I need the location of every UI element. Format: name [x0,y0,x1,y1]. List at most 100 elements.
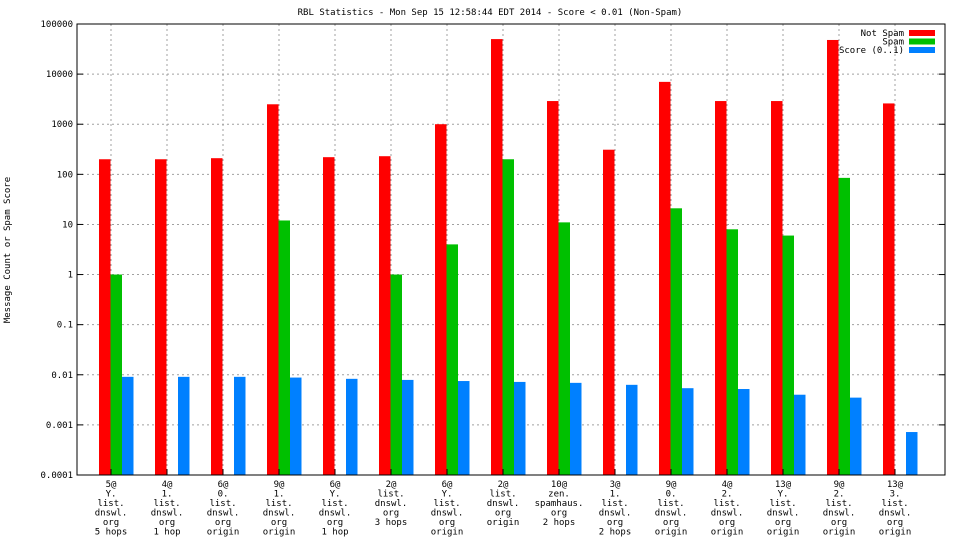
x-tick-label: 9@ [274,480,285,490]
legend-swatch [909,30,935,36]
x-tick-label: 6@ [218,480,229,490]
bar-not-spam [379,156,391,475]
x-tick-label: org [831,518,847,528]
x-tick-label: list. [657,499,684,509]
bar-score-0-1 [514,381,526,475]
x-tick-label: org [551,509,567,519]
x-tick-label: 1 hop [321,528,348,538]
legend-label: Spam [882,38,904,48]
x-tick-label: org [383,509,399,519]
x-tick-label: list. [769,499,796,509]
y-tick-label: 0.001 [46,421,73,431]
bar-not-spam [827,39,839,475]
x-tick-label: 3@ [610,480,621,490]
x-tick-label: list. [265,499,292,509]
bar-spam [726,229,738,475]
y-tick-label: 10 [62,220,73,230]
x-tick-label: Y. [106,490,117,500]
bar-not-spam [155,159,167,475]
bar-score-0-1 [682,388,694,475]
bar-not-spam [491,39,503,475]
bar-not-spam [771,101,783,476]
x-tick-label: 5 hops [95,528,128,538]
bars [99,39,918,476]
x-tick-label: dnswl. [319,509,352,519]
x-tick-label: 6@ [330,480,341,490]
x-tick-label: 2@ [386,480,397,490]
bar-not-spam [715,101,727,476]
x-tick-label: Y. [778,490,789,500]
x-tick-label: dnswl. [95,509,128,519]
plot-frame [76,23,946,476]
y-tick-label: 1 [68,271,73,281]
bar-score-0-1 [234,376,246,475]
x-tick-label: dnswl. [823,509,856,519]
legend-swatch [909,38,935,45]
x-tick-label: dnswl. [767,509,800,519]
bar-not-spam [211,158,223,475]
legend-label: Score (0..1) [839,46,904,56]
y-tick-label: 0.1 [57,321,73,331]
x-tick-label: list. [433,499,460,509]
bar-spam [502,159,514,475]
x-tick-label: org [327,518,343,528]
x-tick-label: org [439,518,455,528]
x-tick-label: org [215,518,231,528]
bar-not-spam [603,149,615,476]
bar-spam [670,208,682,476]
x-tick-label: 9@ [834,480,845,490]
bar-not-spam [323,157,335,476]
bar-not-spam [99,159,111,475]
x-tick-label: 1 hop [153,528,180,538]
y-axis-label: Message Count or Spam Score [3,177,13,323]
x-tick-label: org [159,518,175,528]
x-tick-label: 1. [274,490,285,500]
x-tick-label: list. [321,499,348,509]
x-tick-label: 9@ [666,480,677,490]
x-tick-label: spamhaus. [535,499,584,509]
x-tick-label: origin [711,528,744,538]
bar-spam [558,222,570,475]
x-tick-label: origin [487,518,520,528]
x-tick-label: dnswl. [599,509,632,519]
x-tick-label: 3 hops [375,518,408,528]
x-tick-label: dnswl. [487,499,520,509]
x-tick-label: dnswl. [879,509,912,519]
legend-swatch [909,47,935,53]
x-tick-label: org [663,518,679,528]
x-tick-label: dnswl. [151,509,184,519]
bar-score-0-1 [122,376,134,475]
x-tick-label: 2@ [498,480,509,490]
x-tick-label: dnswl. [655,509,688,519]
bar-score-0-1 [290,377,302,475]
x-tick-label: 1. [162,490,173,500]
bar-spam [838,177,850,475]
x-tick-label: origin [879,528,912,538]
x-tick-label: list. [881,499,908,509]
x-tick-label: dnswl. [375,499,408,509]
bar-score-0-1 [794,394,806,475]
y-tick-label: 1000 [51,120,73,130]
x-tick-label: dnswl. [711,509,744,519]
bar-score-0-1 [738,389,750,475]
bar-score-0-1 [402,379,414,475]
x-tick-label: 13@ [775,480,792,490]
y-tick-label: 100000 [40,20,73,30]
bar-not-spam [883,103,895,476]
y-tick-label: 100 [57,170,73,180]
x-tick-label: org [775,518,791,528]
bar-not-spam [435,124,447,475]
x-tick-label: org [719,518,735,528]
chart-title: RBL Statistics - Mon Sep 15 12:58:44 EDT… [298,8,683,18]
x-tick-label: 10@ [551,480,568,490]
x-tick-label: origin [823,528,856,538]
x-tick-label: org [607,518,623,528]
y-tick-label: 0.01 [51,371,73,381]
x-tick-label: list. [713,499,740,509]
bar-spam [278,220,290,475]
bar-spam [782,235,794,475]
x-tick-label: org [103,518,119,528]
x-tick-label: 0. [218,490,229,500]
